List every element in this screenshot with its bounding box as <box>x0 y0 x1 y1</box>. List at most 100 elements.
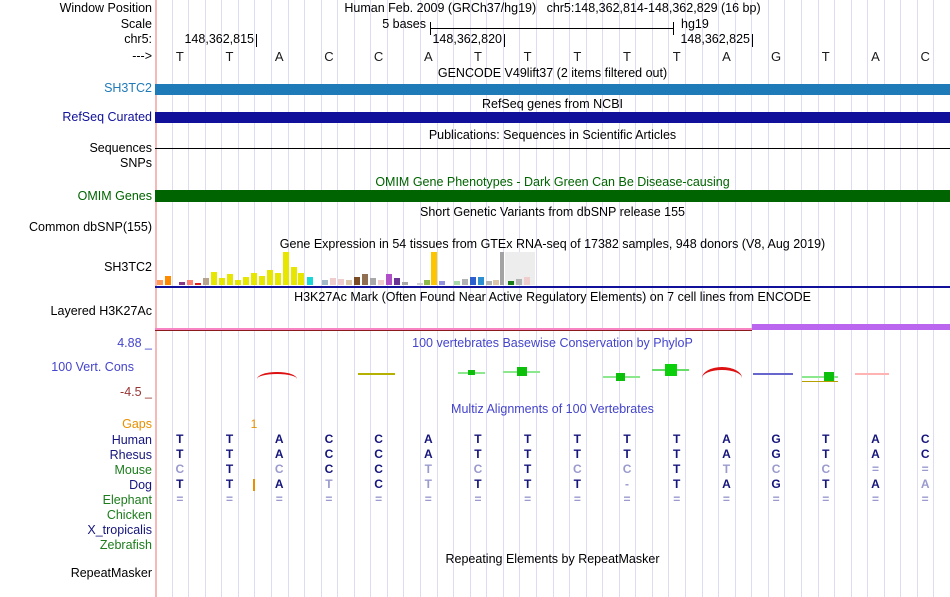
gtex-tissue-bar[interactable] <box>470 277 476 285</box>
omim-track-title[interactable]: OMIM Gene Phenotypes - Dark Green Can Be… <box>375 175 730 189</box>
gtex-tissue-bar[interactable] <box>211 272 217 285</box>
multiz-base-letter: T <box>573 432 582 446</box>
gtex-tissue-bar[interactable] <box>322 280 328 285</box>
gencode-item-label[interactable]: SH3TC2 <box>104 81 152 95</box>
gtex-track-title[interactable]: Gene Expression in 54 tissues from GTEx … <box>279 237 826 251</box>
gtex-tissue-bar[interactable] <box>187 280 193 285</box>
multiz-row-label-x_tropicalis[interactable]: X_tropicalis <box>87 523 152 537</box>
base-gridline <box>486 0 487 597</box>
gtex-tissue-bar[interactable] <box>307 277 313 285</box>
gtex-tissue-bar[interactable] <box>417 283 423 285</box>
gtex-tissue-bar[interactable] <box>283 252 289 285</box>
repeatmasker-track-title[interactable]: Repeating Elements by RepeatMasker <box>445 552 660 566</box>
gtex-tissue-bar[interactable] <box>354 277 360 285</box>
gtex-tissue-bar[interactable] <box>259 276 265 285</box>
h3k27ac-item-label[interactable]: Layered H3K27Ac <box>50 304 152 318</box>
base-gridline <box>702 0 703 597</box>
gtex-tissue-bar[interactable] <box>235 280 241 285</box>
multiz-row-label-chicken[interactable]: Chicken <box>106 508 152 522</box>
sequences-item-label[interactable]: Sequences <box>89 141 152 155</box>
gtex-tissue-bar[interactable] <box>243 277 249 285</box>
h3k27ac-track-title[interactable]: H3K27Ac Mark (Often Found Near Active Re… <box>294 290 811 304</box>
gtex-tissue-bar[interactable] <box>493 280 499 285</box>
publications-track-title[interactable]: Publications: Sequences in Scientific Ar… <box>428 128 677 142</box>
h3k27ac-violet-signal[interactable] <box>752 324 950 330</box>
gtex-tissue-bar[interactable] <box>378 280 384 285</box>
multiz-row-label-human[interactable]: Human <box>111 433 152 447</box>
gtex-tissue-bar[interactable] <box>454 281 460 285</box>
gtex-tissue-bar[interactable] <box>486 281 492 285</box>
gtex-tissue-bar[interactable] <box>500 252 504 285</box>
gtex-tissue-bar[interactable] <box>370 278 376 285</box>
refseq-gene-bar[interactable] <box>155 112 950 123</box>
snps-item-label[interactable]: SNPs <box>120 156 152 170</box>
gencode-track-title[interactable]: GENCODE V49lift37 (2 items filtered out) <box>437 66 668 80</box>
base-letter: T <box>175 49 184 64</box>
phylop-item-label[interactable]: 100 Vert. Cons <box>51 360 134 374</box>
multiz-row-label-rhesus[interactable]: Rhesus <box>109 448 152 462</box>
multiz-base-letter: T <box>673 462 681 476</box>
coordinate-label: 148,362,820 <box>432 32 502 46</box>
base-letter: C <box>920 49 930 64</box>
gtex-tissue-bar[interactable] <box>338 279 344 285</box>
gtex-tissue-bar[interactable] <box>362 274 368 285</box>
gtex-tissue-bar[interactable] <box>298 273 304 285</box>
gtex-tissue-bar[interactable] <box>508 281 514 285</box>
gtex-tissue-bar[interactable] <box>291 267 297 285</box>
omim-gene-bar[interactable] <box>155 190 950 202</box>
gtex-tissue-bar[interactable] <box>330 278 336 285</box>
multiz-track-title[interactable]: Multiz Alignments of 100 Vertebrates <box>451 402 654 416</box>
multiz-base-letter: A <box>274 432 284 446</box>
multiz-base-letter: C <box>473 462 483 476</box>
gtex-tissue-bar[interactable] <box>524 277 530 285</box>
gtex-tissue-bar[interactable] <box>394 278 400 285</box>
multiz-row-label-zebrafish[interactable]: Zebrafish <box>99 538 152 552</box>
gtex-tissue-bar[interactable] <box>227 274 233 285</box>
multiz-base-letter: T <box>523 447 532 461</box>
gtex-tissue-bar[interactable] <box>165 276 171 285</box>
gtex-tissue-bar[interactable] <box>195 283 201 285</box>
gtex-tissue-bar[interactable] <box>386 274 392 285</box>
gtex-tissue-bar[interactable] <box>179 282 185 285</box>
h3k27ac-darkred-signal[interactable] <box>155 330 752 331</box>
dbsnp-track-title[interactable]: Short Genetic Variants from dbSNP releas… <box>420 205 685 219</box>
refseq-item-label[interactable]: RefSeq Curated <box>62 110 152 124</box>
multiz-base-letter: C <box>324 432 334 446</box>
refseq-track-title[interactable]: RefSeq genes from NCBI <box>481 97 624 111</box>
gtex-tissue-bar[interactable] <box>267 270 273 285</box>
sequences-line[interactable] <box>155 148 950 149</box>
gtex-tissue-bar[interactable] <box>516 279 522 285</box>
gtex-tissue-bar[interactable] <box>439 281 445 285</box>
phylop-signal-line <box>753 373 793 375</box>
multiz-row-label-gaps[interactable]: Gaps <box>122 417 152 431</box>
base-gridline <box>254 0 255 597</box>
gtex-tissue-bar[interactable] <box>424 280 430 285</box>
multiz-row-label-dog[interactable]: Dog <box>129 478 152 492</box>
dbsnp-item-label[interactable]: Common dbSNP(155) <box>29 220 152 234</box>
multiz-base-letter: = <box>424 492 432 506</box>
gtex-tissue-bar[interactable] <box>219 278 225 285</box>
phylop-track-title[interactable]: 100 vertebrates Basewise Conservation by… <box>412 336 693 350</box>
gtex-tissue-bar[interactable] <box>478 277 484 285</box>
gtex-tissue-bar[interactable] <box>157 280 163 285</box>
gtex-tissue-bar[interactable] <box>203 278 209 285</box>
phylop-signal-underline <box>802 381 838 382</box>
multiz-base-letter: A <box>920 477 930 491</box>
repeatmasker-item-label[interactable]: RepeatMasker <box>70 566 152 580</box>
gtex-tissue-bar[interactable] <box>402 282 408 285</box>
gtex-tissue-bar[interactable] <box>251 273 257 285</box>
multiz-base-letter: C <box>374 447 383 461</box>
multiz-row-label-mouse[interactable]: Mouse <box>114 463 152 477</box>
gtex-tissue-bar[interactable] <box>346 280 352 285</box>
gtex-gene-label[interactable]: SH3TC2 <box>104 260 152 274</box>
gtex-tissue-bar[interactable] <box>462 279 468 285</box>
multiz-base-letter: = <box>375 492 383 506</box>
multiz-row-label-elephant[interactable]: Elephant <box>102 493 152 507</box>
gtex-tissue-bar[interactable] <box>275 273 281 285</box>
base-gridline <box>188 0 189 597</box>
gencode-gene-bar[interactable] <box>155 84 950 95</box>
omim-item-label[interactable]: OMIM Genes <box>77 189 152 203</box>
phylop-peak-arc <box>702 367 742 378</box>
gtex-tissue-bar[interactable] <box>431 252 437 285</box>
h3k27ac-pink-signal[interactable] <box>155 328 950 330</box>
